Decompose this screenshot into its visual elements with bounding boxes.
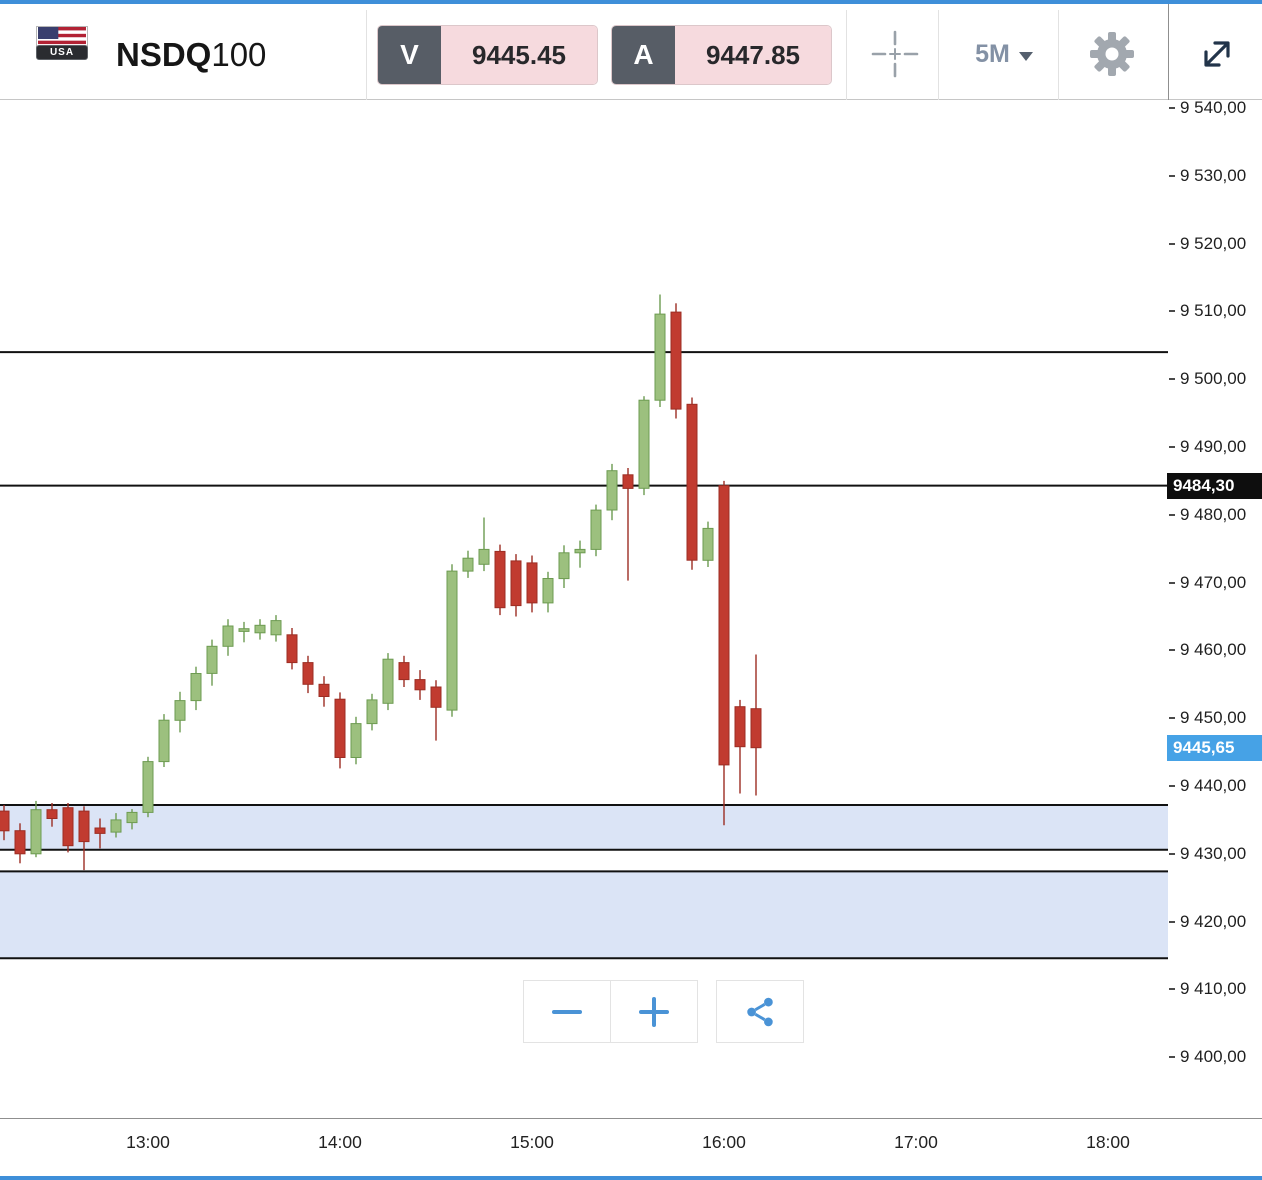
price-axis[interactable]: 9 540,00 9 530,00 9 520,00 9 510,00 9 500,00…	[1169, 98, 1262, 1118]
header-divider	[846, 10, 847, 100]
price-axis-label: 9 430,00	[1180, 843, 1247, 863]
plus-icon	[639, 996, 669, 1027]
timeframe-label: 5M	[975, 39, 1010, 68]
expand-icon	[1204, 41, 1230, 67]
price-tick	[1169, 310, 1175, 313]
zoom-out-button[interactable]	[523, 980, 611, 1043]
timeframe-selector[interactable]: 5M	[952, 14, 1056, 94]
chart-area[interactable]: 9 540,00 9 530,00 9 520,00 9 510,00 9 500,00…	[0, 98, 1262, 1118]
window-top-border	[0, 0, 1262, 4]
alert-price-badge: 9484,30	[1167, 472, 1262, 499]
price-axis-label: 9 410,00	[1180, 979, 1247, 999]
time-axis-label: 13:00	[126, 1132, 170, 1152]
chevron-down-icon	[1018, 52, 1033, 61]
symbol-text: NSDQ	[116, 36, 212, 73]
buy-quote-button[interactable]: A 9447.85	[611, 25, 832, 85]
price-axis-label: 9 520,00	[1180, 233, 1247, 253]
price-tick	[1169, 174, 1175, 177]
sell-letter: V	[378, 26, 441, 84]
chart-toolbar: USA NSDQ100 V 9445.45 A 9447.85 5M	[0, 4, 1262, 100]
crosshair-icon	[871, 30, 919, 78]
instrument-name: NSDQ100	[116, 36, 266, 74]
price-axis-label: 9 530,00	[1180, 165, 1247, 185]
time-axis-label: 16:00	[702, 1132, 746, 1152]
settings-button[interactable]	[1062, 14, 1162, 94]
price-tick	[1169, 513, 1175, 516]
price-axis-label: 9 420,00	[1180, 911, 1247, 931]
time-axis-label: 17:00	[894, 1132, 938, 1152]
price-tick	[1169, 107, 1175, 109]
share-icon	[747, 997, 773, 1026]
price-tick	[1169, 717, 1175, 720]
price-axis-label: 9 440,00	[1180, 776, 1247, 795]
price-tick	[1169, 581, 1175, 584]
fullscreen-button[interactable]	[1176, 14, 1258, 94]
price-axis-label: 9 470,00	[1180, 572, 1247, 592]
header-divider	[938, 10, 939, 100]
share-button[interactable]	[716, 980, 804, 1043]
header-divider	[366, 10, 367, 100]
price-tick	[1169, 920, 1175, 923]
price-axis-label: 9 490,00	[1180, 437, 1247, 456]
sell-quote-button[interactable]: V 9445.45	[377, 25, 598, 85]
price-tick	[1169, 988, 1175, 991]
time-axis[interactable]: 13:00 14:00 15:00 16:00 17:00 18:00	[0, 1118, 1262, 1176]
crosshair-tool-button[interactable]	[852, 14, 938, 94]
price-tick	[1169, 785, 1175, 787]
buy-letter: A	[612, 26, 675, 84]
header-divider	[1058, 10, 1059, 100]
price-axis-label: 9 510,00	[1180, 301, 1247, 321]
chart-controls	[523, 980, 804, 1043]
usa-flag-icon: USA	[36, 26, 88, 60]
last-price-badge: 9445,65	[1167, 734, 1262, 761]
buy-price: 9447.85	[675, 26, 831, 84]
price-tick	[1169, 852, 1175, 855]
price-axis-label: 9 400,00	[1180, 1047, 1247, 1067]
time-axis-label: 15:00	[510, 1132, 554, 1152]
gear-icon	[1090, 32, 1134, 76]
price-tick	[1169, 378, 1175, 381]
price-tick	[1169, 1056, 1175, 1059]
price-axis-label: 9 540,00	[1180, 98, 1247, 117]
sell-price: 9445.45	[441, 26, 597, 84]
price-tick	[1169, 649, 1175, 652]
window-bottom-border	[0, 1176, 1262, 1180]
price-tick	[1169, 446, 1175, 448]
price-axis-label: 9 480,00	[1180, 504, 1247, 524]
minus-icon	[552, 1009, 582, 1014]
price-axis-label: 9 500,00	[1180, 369, 1247, 389]
price-axis-label: 9 460,00	[1180, 640, 1247, 660]
symbol-suffix: 100	[211, 36, 267, 73]
time-axis-label: 18:00	[1086, 1132, 1130, 1152]
zoom-in-button[interactable]	[610, 980, 698, 1043]
price-axis-label: 9 450,00	[1180, 708, 1247, 728]
candlestick-chart[interactable]	[0, 100, 1168, 1118]
price-tick	[1169, 242, 1175, 245]
usa-flag-label: USA	[36, 45, 88, 60]
time-axis-label: 14:00	[318, 1132, 362, 1152]
